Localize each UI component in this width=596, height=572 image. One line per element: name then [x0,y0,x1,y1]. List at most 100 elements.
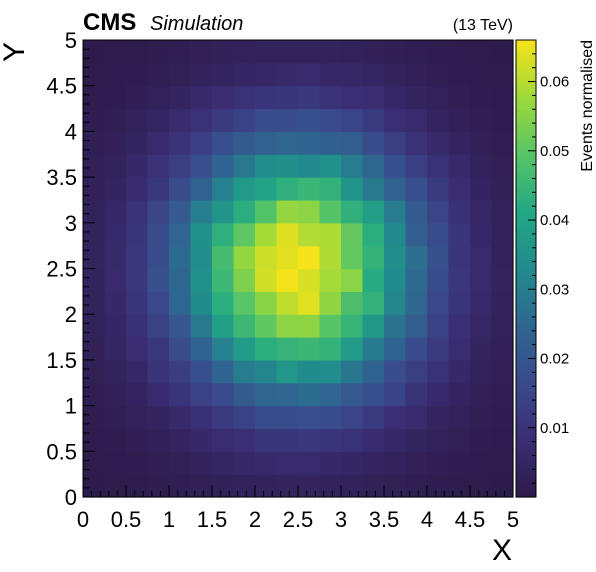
heatmap-cell [190,40,213,64]
heatmap-cell [319,428,342,452]
heatmap-cell [104,85,127,110]
heatmap-cell [491,222,514,247]
heatmap-cell [448,245,471,270]
heatmap-cell [362,40,385,64]
heatmap-cell [104,62,127,87]
x-axis-title: X [492,534,512,567]
color-bar-step [516,149,536,155]
heatmap-cell [448,268,471,292]
heatmap-cell [126,131,149,155]
color-bar-step [516,113,536,119]
heatmap-cell [319,108,342,132]
color-bar-step [516,428,536,434]
heatmap-cell [126,199,149,224]
heatmap-cell [405,405,428,430]
heatmap-cell [405,245,428,270]
heatmap-cell [255,154,278,178]
y-tick-label: 4 [65,119,77,144]
heatmap-cell [83,451,106,475]
heatmap-cell [147,428,170,452]
heatmap-cell [147,199,170,224]
color-bar-step [516,53,536,59]
heatmap-cell [276,314,299,338]
heatmap-cell [319,314,342,338]
heatmap-cell [341,474,364,498]
heatmap-cell [470,108,493,132]
heatmap-cell [169,85,192,110]
heatmap-cell [341,131,364,155]
color-bar-step [516,44,536,50]
heatmap-cell [491,154,514,178]
z-tick-label: 0.03 [540,281,569,298]
heatmap-cell [362,405,385,430]
heatmap-cell [190,199,213,224]
heatmap-cell [104,359,127,384]
heatmap-cell [405,337,428,361]
heatmap-cell [405,131,428,155]
heatmap-cell [405,359,428,384]
heatmap-cell [319,154,342,178]
color-bar-step [516,300,536,306]
heatmap-cell [104,405,127,430]
heatmap-cell [319,337,342,361]
heatmap-cell [212,291,235,315]
color-bar-step [516,341,536,347]
heatmap-cell [427,154,450,178]
heatmap-cell [126,222,149,247]
y-tick-label: 3.5 [46,165,77,190]
heatmap-cell [362,359,385,384]
color-bar-step [516,117,536,123]
heatmap-cell [405,199,428,224]
color-bar-step [516,263,536,270]
heatmap-cell [470,85,493,110]
heatmap-cell [190,359,213,384]
heatmap-cell [126,359,149,384]
heatmap-cell [470,451,493,475]
color-bar-step [516,254,536,260]
heatmap-cell [470,40,493,64]
heatmap-cell [83,405,106,430]
color-bar-step [516,373,536,379]
heatmap-cell [448,62,471,87]
heatmap-cell [319,451,342,475]
heatmap-cell [448,131,471,155]
heatmap-cell [147,222,170,247]
heatmap-cell [491,474,514,498]
color-bar-step [516,145,536,151]
heatmap-cell [255,62,278,87]
heatmap-cell [384,85,407,110]
color-bar-step [516,163,536,169]
heatmap-cell [147,62,170,87]
heatmap-cell [427,382,450,407]
color-bar-step [516,405,536,411]
color-bar-step [516,492,536,498]
heatmap-cell [212,268,235,292]
color-bar-step [516,209,536,215]
heatmap-cell [83,131,106,155]
heatmap-cell [233,108,256,132]
color-bar-step [516,401,536,407]
z-tick-label: 0.05 [540,143,569,160]
heatmap-cell [470,222,493,247]
heatmap-cell [83,108,106,132]
x-tick-label: 3.5 [369,507,400,532]
heatmap-cell [319,382,342,407]
heatmap-cell [255,85,278,110]
heatmap-cell [384,268,407,292]
color-bar-step [516,190,536,196]
heatmap-cell [212,382,235,407]
heatmap-cell [190,177,213,201]
x-tick-label: 0.5 [111,507,142,532]
heatmap-cell [448,177,471,201]
heatmap-cell [298,337,321,361]
heatmap-cell [341,85,364,110]
heatmap-cell [169,154,192,178]
heatmap-cell [470,428,493,452]
heatmap-cell [276,474,299,498]
heatmap-cell [126,154,149,178]
z-tick-label: 0.02 [540,351,569,368]
y-tick-label: 3 [65,211,77,236]
heatmap-cell [104,199,127,224]
heatmap-cell [233,405,256,430]
heatmap-cell [169,177,192,201]
